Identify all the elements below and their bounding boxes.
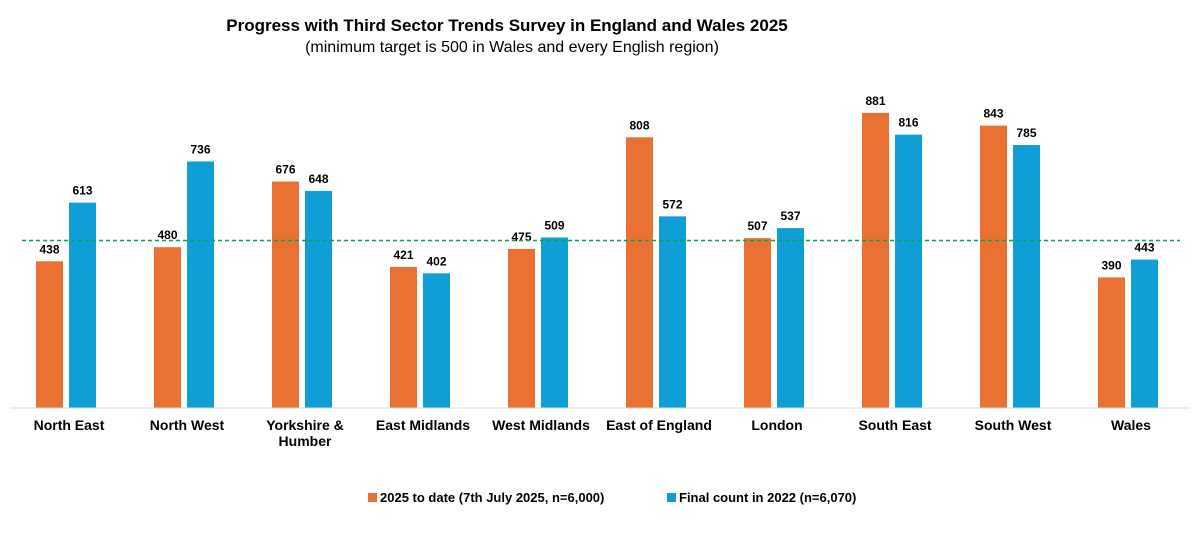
bar-series-2	[423, 273, 450, 408]
chart-title: Progress with Third Sector Trends Survey…	[226, 16, 787, 35]
bar-series-1	[272, 181, 299, 408]
bar-series-1	[154, 247, 181, 408]
bar-series-2	[659, 216, 686, 408]
data-label: 507	[747, 219, 767, 233]
data-label: 402	[426, 254, 446, 268]
data-label: 390	[1101, 258, 1121, 272]
legend-swatch-series-2	[667, 493, 676, 502]
legend-label-series-2: Final count in 2022 (n=6,070)	[679, 490, 856, 505]
data-label: 785	[1016, 126, 1036, 140]
bar-series-2	[541, 237, 568, 408]
category-label: Humber	[279, 433, 332, 449]
data-label: 881	[865, 94, 885, 108]
bar-series-2	[895, 134, 922, 408]
data-label: 475	[511, 230, 531, 244]
data-label: 443	[1134, 241, 1154, 255]
category-label: Yorkshire &	[266, 417, 344, 433]
category-label: East Midlands	[376, 417, 470, 433]
data-label: 572	[662, 197, 682, 211]
bar-series-2	[305, 190, 332, 408]
data-label: 816	[898, 116, 918, 130]
bar-series-1	[980, 125, 1007, 408]
bar-series-2	[777, 228, 804, 408]
data-label: 509	[544, 218, 564, 232]
data-label: 438	[39, 242, 59, 256]
bar-series-1	[862, 112, 889, 409]
bar-series-1	[390, 266, 417, 408]
legend-label-series-1: 2025 to date (7th July 2025, n=6,000)	[380, 490, 604, 505]
category-label: South West	[975, 417, 1052, 433]
bar-series-1	[508, 248, 535, 408]
data-label: 480	[157, 228, 177, 242]
category-label: West Midlands	[492, 417, 590, 433]
data-label: 736	[190, 142, 210, 156]
bar-series-1	[1098, 277, 1125, 408]
value-labels-group: 438 613 480 736 676 648 421 402 475 509 808 572 507 5…	[39, 94, 1154, 272]
bar-series-1	[744, 238, 771, 408]
bar-series-2	[187, 161, 214, 408]
data-label: 421	[393, 248, 413, 262]
category-labels-group: North East North West Yorkshire &Humber Eas…	[34, 417, 1152, 449]
bar-series-1	[36, 261, 63, 408]
category-label: South East	[858, 417, 931, 433]
category-label: East of England	[606, 417, 712, 433]
category-label: North West	[150, 417, 225, 433]
data-label: 843	[983, 107, 1003, 121]
bar-series-2	[69, 202, 96, 408]
data-label: 648	[308, 172, 328, 186]
data-label: 808	[629, 118, 649, 132]
data-label: 537	[780, 209, 800, 223]
data-label: 613	[72, 184, 92, 198]
category-label: London	[751, 417, 802, 433]
legend-swatch-series-1	[368, 493, 377, 502]
category-label: Wales	[1111, 417, 1151, 433]
legend: 2025 to date (7th July 2025, n=6,000) Fin…	[368, 490, 856, 505]
bar-series-1	[626, 137, 653, 408]
category-label: North East	[34, 417, 105, 433]
chart-subtitle: (minimum target is 500 in Wales and ever…	[305, 39, 719, 56]
bars-group	[36, 112, 1158, 409]
bar-series-2	[1013, 145, 1040, 408]
data-label: 676	[275, 163, 295, 177]
bar-series-2	[1131, 259, 1158, 408]
